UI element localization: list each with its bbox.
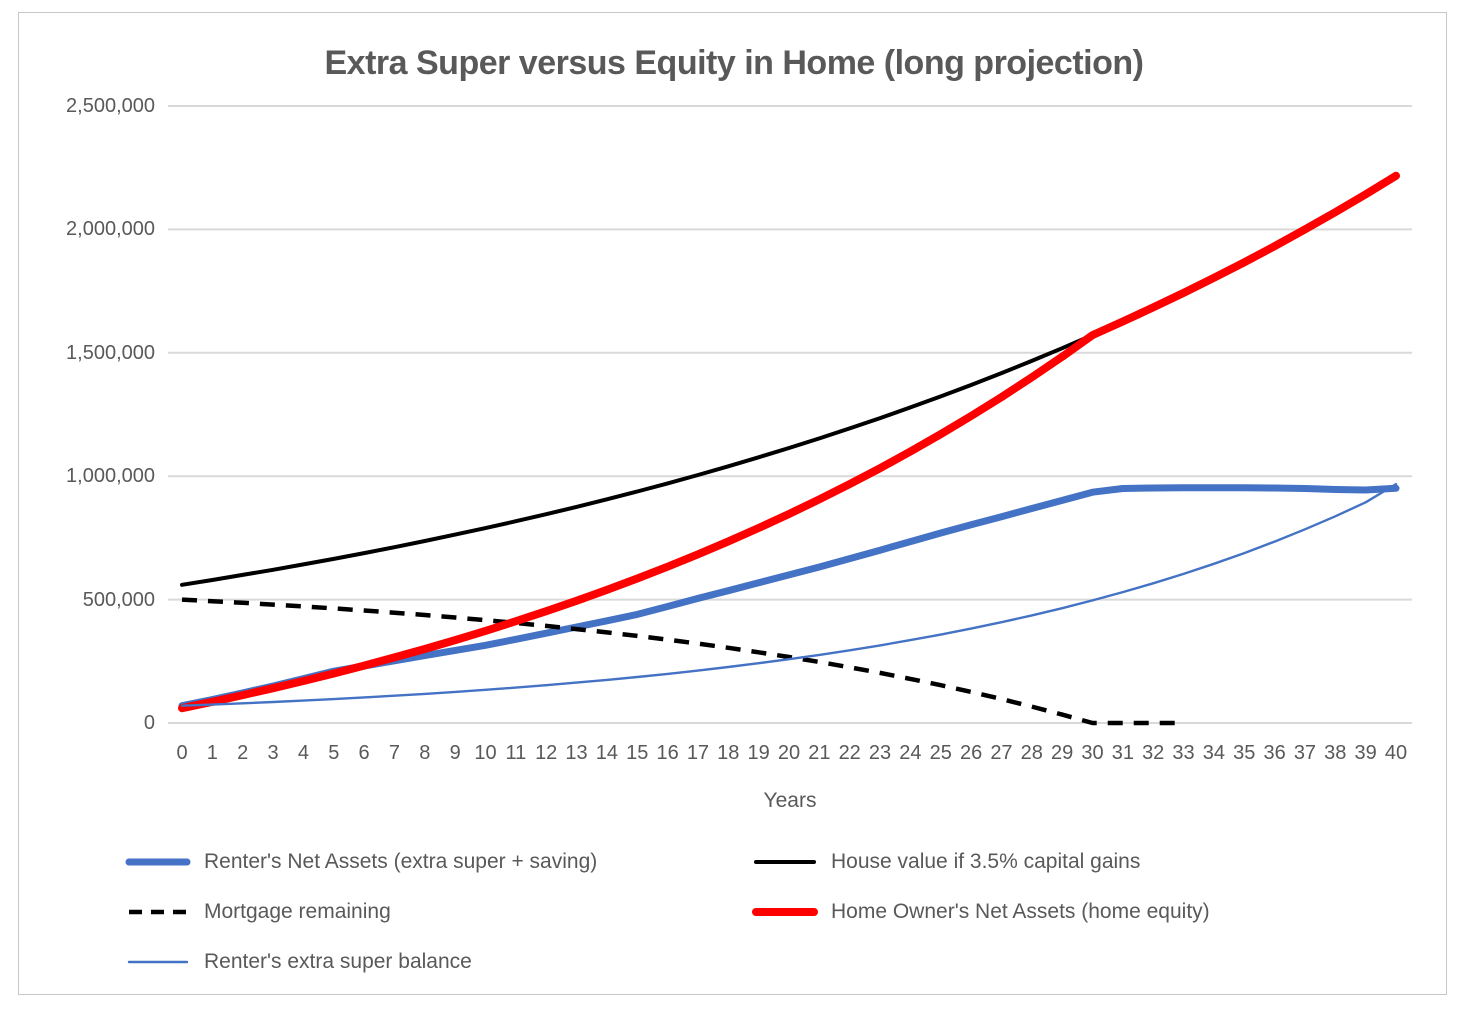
x-tick-label: 6 bbox=[358, 742, 370, 764]
x-tick-label: 38 bbox=[1324, 742, 1347, 764]
x-tick-label: 36 bbox=[1263, 742, 1286, 764]
x-tick-label: 5 bbox=[328, 742, 340, 764]
legend-swatch-home-owner-net-assets bbox=[752, 905, 818, 919]
x-tick-label: 33 bbox=[1172, 742, 1195, 764]
x-tick-label: 32 bbox=[1142, 742, 1165, 764]
x-tick-label: 29 bbox=[1051, 742, 1074, 764]
x-tick-label: 4 bbox=[297, 742, 309, 764]
x-tick-label: 7 bbox=[388, 742, 400, 764]
x-tick-label: 15 bbox=[626, 742, 649, 764]
x-tick-label: 35 bbox=[1233, 742, 1256, 764]
x-tick-label: 30 bbox=[1081, 742, 1104, 764]
legend-label-house-value: House value if 3.5% capital gains bbox=[831, 850, 1141, 873]
legend-swatch-mortgage-remaining bbox=[125, 905, 191, 919]
x-tick-label: 34 bbox=[1202, 742, 1226, 764]
x-tick-label: 3 bbox=[267, 742, 279, 764]
x-tick-label: 21 bbox=[808, 742, 831, 764]
y-tick-label: 2,500,000 bbox=[66, 95, 155, 117]
legend-item-house-value: House value if 3.5% capital gains bbox=[752, 848, 1140, 876]
x-axis-title: Years bbox=[763, 789, 817, 812]
chart-frame bbox=[18, 12, 1447, 995]
x-tick-label: 17 bbox=[686, 742, 710, 764]
legend-item-renters-extra-super: Renter's extra super balance bbox=[125, 948, 472, 976]
x-tick-label: 12 bbox=[535, 742, 558, 764]
x-tick-label: 27 bbox=[990, 742, 1013, 764]
series-line-renter-s-net-assets-extra-super-saving bbox=[178, 484, 1400, 710]
y-tick-label: 2,000,000 bbox=[66, 218, 155, 241]
x-tick-label: 31 bbox=[1111, 742, 1134, 764]
legend-item-mortgage-remaining: Mortgage remaining bbox=[125, 898, 391, 926]
series-line-home-owner-s-net-assets-home-equity bbox=[178, 171, 1400, 713]
legend-label-home-owner-net-assets: Home Owner's Net Assets (home equity) bbox=[831, 900, 1210, 923]
x-tick-label: 0 bbox=[176, 742, 188, 764]
x-tick-label: 20 bbox=[777, 742, 801, 764]
x-tick-label: 39 bbox=[1354, 742, 1377, 764]
x-tick-label: 9 bbox=[449, 742, 461, 764]
x-tick-label: 8 bbox=[419, 742, 431, 764]
legend-label-mortgage-remaining: Mortgage remaining bbox=[204, 900, 391, 923]
series-line-renter-s-extra-super-balance bbox=[180, 482, 1398, 707]
x-tick-label: 37 bbox=[1293, 742, 1317, 764]
x-tick-label: 16 bbox=[656, 742, 679, 764]
x-tick-label: 1 bbox=[206, 742, 218, 764]
x-tick-label: 24 bbox=[899, 742, 922, 764]
x-tick-label: 2 bbox=[237, 742, 249, 764]
legend-label-renters-extra-super: Renter's extra super balance bbox=[204, 950, 472, 973]
legend-swatch-renters-net-assets bbox=[125, 855, 191, 869]
x-tick-label: 22 bbox=[838, 742, 861, 764]
legend-item-home-owner-net-assets: Home Owner's Net Assets (home equity) bbox=[752, 898, 1210, 926]
x-tick-label: 10 bbox=[474, 742, 497, 764]
x-tick-label: 23 bbox=[868, 742, 892, 764]
x-tick-label: 28 bbox=[1020, 742, 1043, 764]
x-tick-label: 14 bbox=[595, 742, 619, 764]
y-tick-label: 0 bbox=[143, 712, 155, 734]
x-tick-label: 13 bbox=[565, 742, 588, 764]
x-tick-label: 11 bbox=[505, 742, 527, 764]
legend-swatch-renters-extra-super bbox=[125, 955, 191, 969]
legend-item-renters-net-assets: Renter's Net Assets (extra super + savin… bbox=[125, 848, 597, 876]
series-line-mortgage-remaining bbox=[181, 597, 1184, 726]
x-tick-label: 25 bbox=[929, 742, 952, 764]
legend-swatch-house-value bbox=[752, 855, 818, 869]
x-tick-label: 18 bbox=[717, 742, 740, 764]
chart-title: Extra Super versus Equity in Home (long … bbox=[324, 44, 1144, 82]
series-line-house-value-if-3-5-capital-gains bbox=[180, 173, 1398, 587]
legend-label-renters-net-assets: Renter's Net Assets (extra super + savin… bbox=[204, 850, 598, 873]
x-tick-label: 26 bbox=[959, 742, 983, 764]
x-tick-label: 40 bbox=[1384, 742, 1408, 764]
x-tick-label: 19 bbox=[747, 742, 770, 764]
y-tick-label: 500,000 bbox=[82, 588, 155, 611]
y-tick-label: 1,000,000 bbox=[66, 465, 155, 488]
y-tick-label: 1,500,000 bbox=[66, 341, 155, 364]
